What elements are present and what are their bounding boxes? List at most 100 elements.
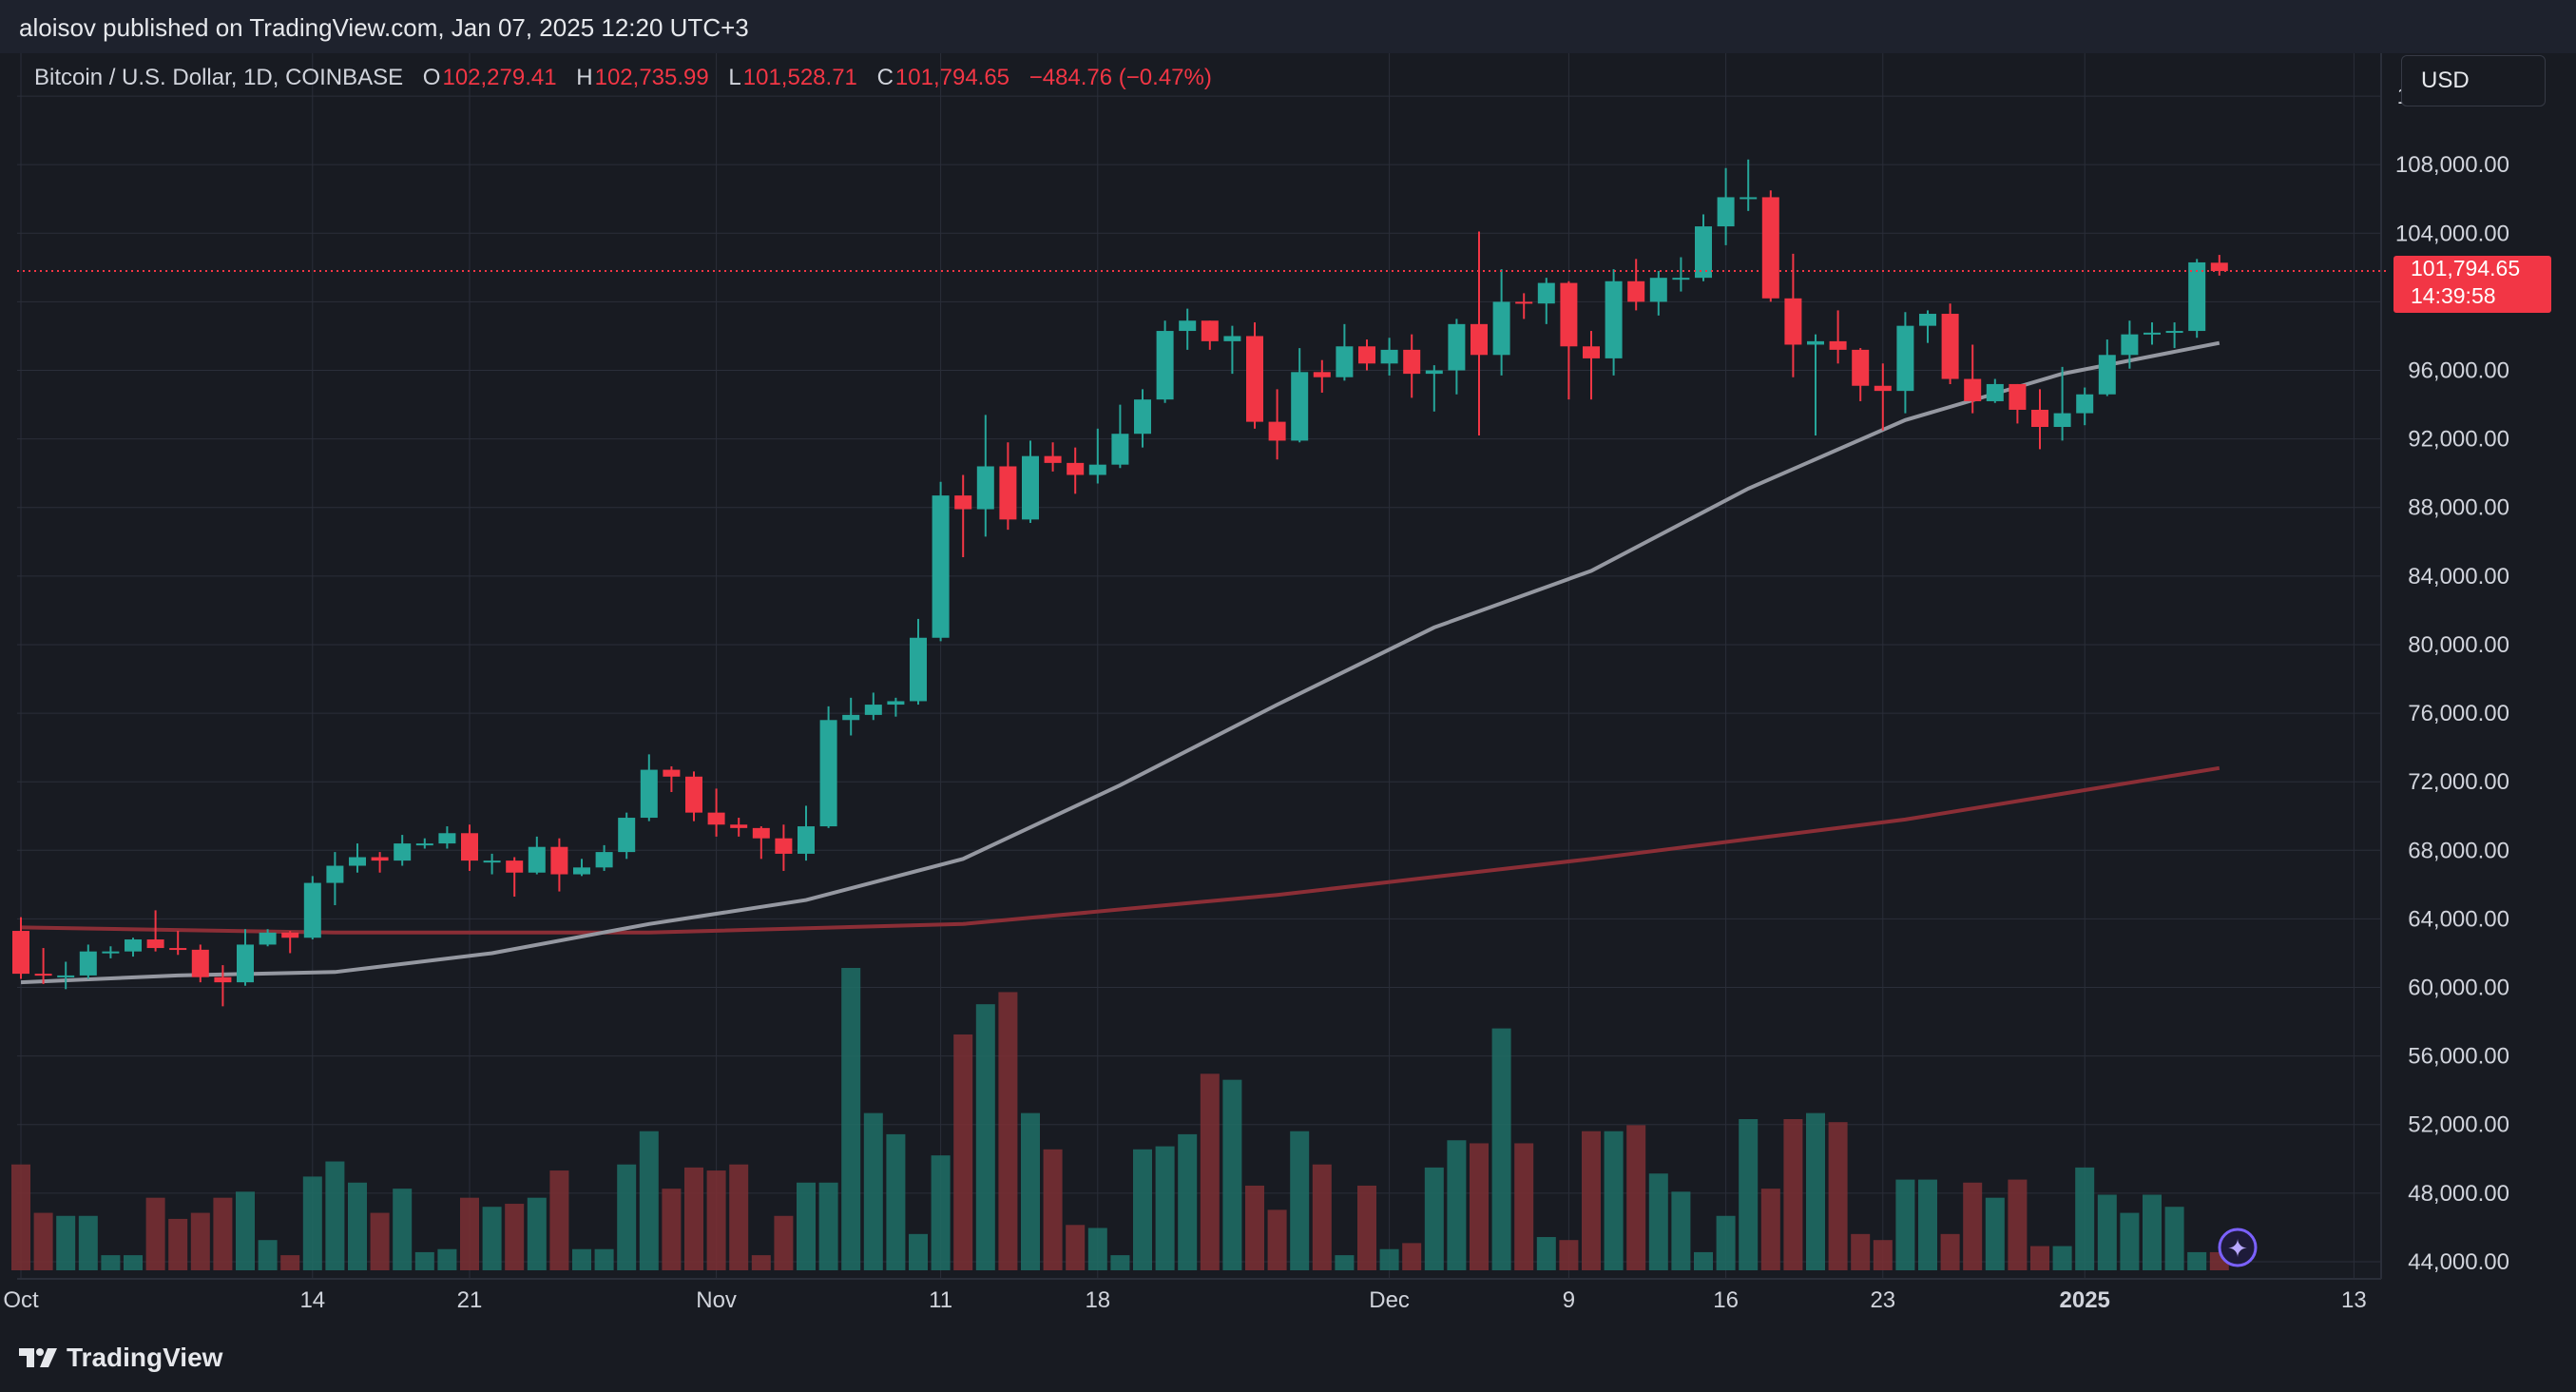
currency-button[interactable]: USD — [2401, 55, 2546, 106]
volume-bars — [11, 968, 2229, 1270]
candle-body — [1672, 278, 1690, 280]
y-axis: 44,000.00 48,000.00 52,000.00 56,000.00 60,0… — [2395, 84, 2509, 1275]
volume-bar — [1536, 1237, 1556, 1270]
high-value: 102,735.99 — [594, 65, 709, 90]
volume-bar — [1604, 1131, 1624, 1270]
volume-bar — [998, 992, 1018, 1270]
symbol-name[interactable]: Bitcoin / U.S. Dollar, 1D, COINBASE — [34, 65, 404, 90]
candle-body — [1515, 301, 1533, 304]
volume-bar — [2187, 1251, 2207, 1270]
candle-body — [34, 974, 52, 976]
moving-averages — [20, 340, 2220, 985]
close-label: C — [876, 65, 894, 90]
volume-bar — [414, 1251, 434, 1270]
volume-bar — [617, 1164, 637, 1270]
candle-body — [1044, 455, 1062, 463]
candle-body — [730, 824, 748, 828]
volume-bar — [572, 1248, 591, 1270]
volume-bar — [706, 1170, 726, 1270]
y-axis-tick-label: 64,000.00 — [2408, 906, 2509, 932]
volume-bar — [527, 1197, 547, 1270]
volume-bar — [1783, 1119, 1803, 1270]
candle-body — [1156, 331, 1174, 400]
volume-bar — [258, 1240, 278, 1270]
x-axis-tick-label: 21 — [457, 1287, 483, 1313]
candle-body — [483, 860, 501, 863]
volume-bar — [1895, 1179, 1915, 1270]
x-axis: Oct 14 21 Nov 11 18 Dec 9 16 23 2025 13 — [3, 1287, 2366, 1313]
y-axis-tick-label: 84,000.00 — [2408, 564, 2509, 590]
volume-bar — [2052, 1246, 2072, 1270]
candle-body — [595, 852, 613, 868]
change-value: −484.76 (−0.47%) — [1028, 65, 1212, 90]
footer-brand[interactable]: TradingView — [19, 1343, 222, 1373]
candle-body — [1134, 399, 1151, 435]
volume-bar — [393, 1189, 413, 1270]
volume-bar — [1178, 1133, 1198, 1270]
candle-body — [146, 939, 164, 949]
y-axis-tick-label: 76,000.00 — [2408, 701, 2509, 726]
high-label: H — [576, 65, 593, 90]
volume-bar — [124, 1255, 143, 1270]
volume-bar — [975, 1004, 995, 1270]
candle-body — [1403, 349, 1421, 375]
y-axis-tick-label: 104,000.00 — [2395, 221, 2509, 246]
candle-body — [932, 495, 950, 638]
volume-bar — [931, 1155, 951, 1270]
volume-bar — [818, 1182, 838, 1270]
candle-body — [1807, 340, 1824, 345]
candle-body — [1471, 323, 1488, 356]
candle-body — [798, 826, 815, 854]
volume-bar — [1985, 1197, 2005, 1270]
volume-bar — [302, 1176, 322, 1270]
volume-bar — [370, 1212, 390, 1270]
candle-body — [461, 833, 478, 861]
assistant-fab[interactable]: ✦ — [2218, 1228, 2258, 1267]
candle-body — [1179, 320, 1197, 332]
volume-bar — [729, 1164, 749, 1270]
candle-body — [685, 776, 702, 813]
candle-body — [1067, 462, 1085, 475]
volume-bar — [2164, 1207, 2184, 1270]
volume-bar — [1940, 1233, 1960, 1270]
candle-body — [191, 949, 209, 977]
volume-bar — [168, 1218, 188, 1270]
y-axis-tick-label: 72,000.00 — [2408, 769, 2509, 795]
candle-body — [1022, 455, 1039, 520]
volume-bar — [213, 1197, 233, 1270]
x-axis-tick-label: 18 — [1085, 1287, 1110, 1313]
candle-body — [415, 843, 433, 846]
volume-bar — [1851, 1233, 1871, 1270]
candle-body — [2031, 409, 2048, 428]
candle-body — [12, 931, 29, 975]
volume-bar — [1267, 1209, 1287, 1270]
x-axis-tick-label: 14 — [299, 1287, 325, 1313]
volume-bar — [1559, 1240, 1579, 1270]
candle-body — [999, 466, 1017, 520]
candle-body — [1605, 280, 1623, 358]
candle-body — [663, 769, 681, 777]
volume-bar — [1918, 1179, 1937, 1270]
volume-bar — [1447, 1140, 1467, 1270]
candle-body — [2076, 394, 2094, 414]
volume-bar — [505, 1204, 525, 1270]
volume-bar — [1514, 1143, 1534, 1270]
y-axis-tick-label: 44,000.00 — [2408, 1249, 2509, 1275]
candle-body — [125, 939, 142, 952]
volume-bar — [325, 1161, 345, 1270]
sparkle-icon: ✦ — [2227, 1235, 2248, 1264]
candle-body — [1941, 314, 1959, 379]
volume-bar — [841, 968, 861, 1270]
volume-bar — [1963, 1182, 1983, 1270]
volume-bar — [1402, 1243, 1422, 1270]
volume-bar — [33, 1212, 53, 1270]
candle-body — [259, 932, 277, 945]
volume-bar — [2030, 1246, 2049, 1270]
candle-body — [618, 818, 636, 853]
volume-bar — [1379, 1248, 1399, 1270]
sma-slow-line — [20, 765, 2220, 935]
volume-bar — [774, 1215, 794, 1270]
volume-bar — [1312, 1164, 1332, 1270]
y-axis-tick-label: 60,000.00 — [2408, 976, 2509, 1001]
